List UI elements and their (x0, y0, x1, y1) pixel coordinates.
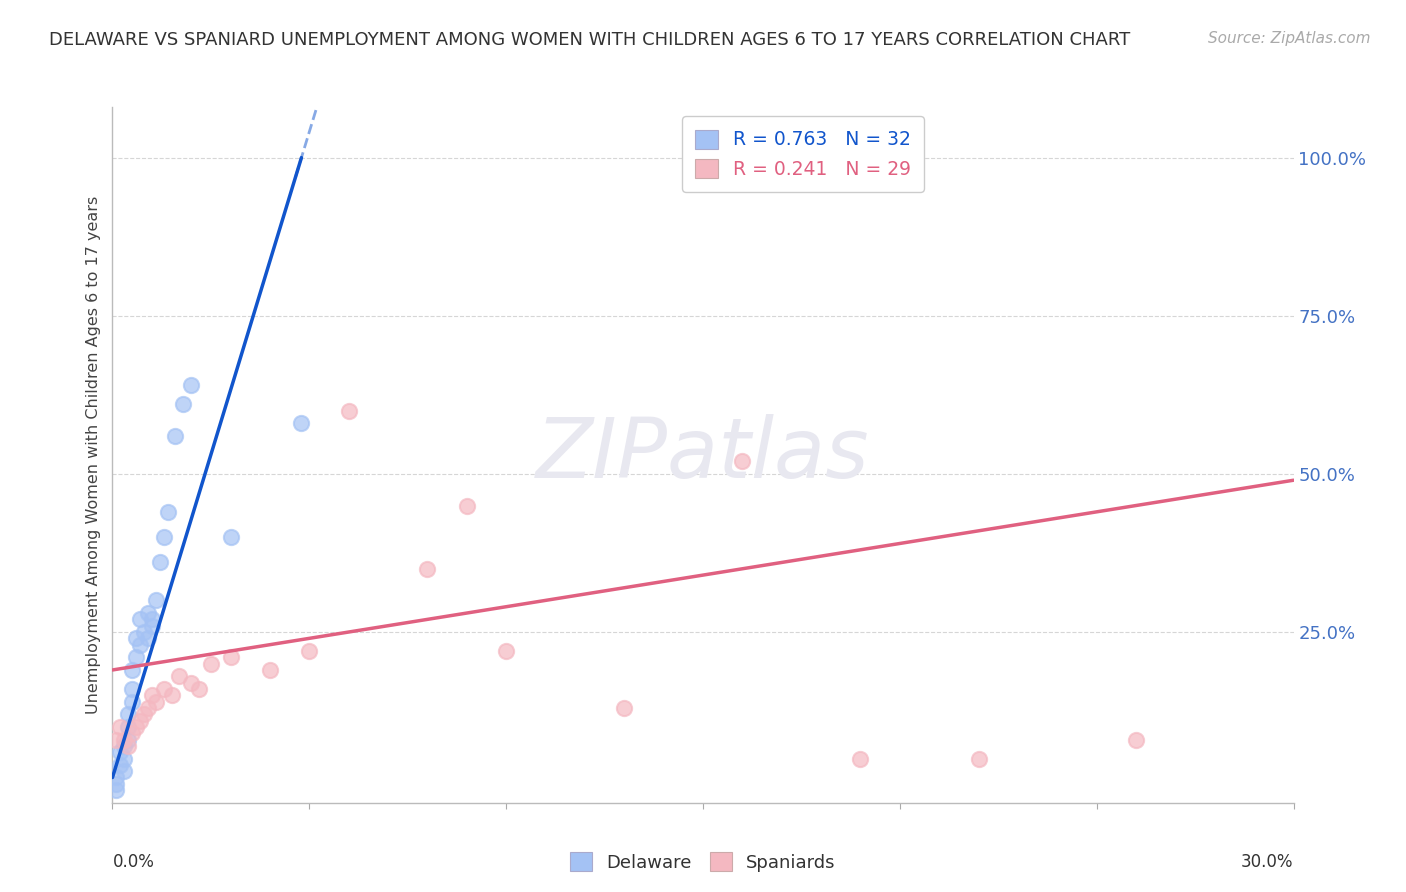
Point (152, 530, 174, 544)
Point (172, 397, 194, 411)
Point (129, 612, 152, 626)
Point (180, 675, 202, 690)
Point (188, 681, 211, 696)
Text: 30.0%: 30.0% (1241, 854, 1294, 871)
Point (1125, 732, 1147, 747)
Point (141, 688, 163, 702)
Point (219, 650, 242, 665)
Point (129, 714, 152, 728)
Text: DELAWARE VS SPANIARD UNEMPLOYMENT AMONG WOMEN WITH CHILDREN AGES 6 TO 17 YEARS C: DELAWARE VS SPANIARD UNEMPLOYMENT AMONG … (49, 31, 1130, 49)
Point (141, 618, 163, 632)
Point (200, 657, 222, 671)
Point (219, 530, 242, 544)
Point (125, 632, 148, 646)
Point (290, 417, 312, 431)
Point (132, 625, 155, 640)
Point (105, 777, 128, 791)
Point (298, 644, 321, 658)
Point (132, 707, 155, 722)
Point (145, 695, 167, 709)
Point (456, 499, 478, 513)
Point (125, 720, 148, 734)
Text: ZIPatlas: ZIPatlas (536, 415, 870, 495)
Point (112, 764, 135, 779)
Point (416, 562, 439, 576)
Y-axis label: Unemployment Among Women with Children Ages 6 to 17 years: Unemployment Among Women with Children A… (86, 196, 101, 714)
Point (613, 701, 636, 715)
Point (117, 707, 139, 722)
Point (259, 663, 281, 677)
Point (117, 720, 139, 734)
Point (121, 681, 143, 696)
Point (112, 732, 135, 747)
Point (136, 701, 159, 715)
Point (110, 745, 132, 759)
Point (967, 751, 990, 765)
Point (117, 739, 139, 753)
Point (117, 732, 139, 747)
Point (731, 454, 754, 468)
Point (125, 650, 148, 665)
Point (112, 751, 135, 765)
Point (136, 606, 159, 620)
Point (180, 378, 202, 392)
Point (849, 751, 872, 765)
Legend: Delaware, Spaniards: Delaware, Spaniards (558, 839, 848, 884)
Point (112, 739, 135, 753)
Point (141, 612, 163, 626)
Point (121, 726, 143, 740)
Point (105, 783, 128, 797)
Point (129, 638, 152, 652)
Point (110, 757, 132, 772)
Point (105, 771, 128, 785)
Point (105, 732, 128, 747)
Point (165, 429, 187, 443)
Text: Source: ZipAtlas.com: Source: ZipAtlas.com (1208, 31, 1371, 46)
Point (152, 681, 174, 696)
Text: 0.0%: 0.0% (112, 854, 155, 871)
Point (495, 644, 517, 658)
Point (149, 556, 172, 570)
Point (160, 688, 183, 702)
Point (121, 663, 143, 677)
Point (110, 720, 132, 734)
Point (337, 403, 360, 417)
Point (121, 695, 143, 709)
Point (169, 669, 191, 683)
Point (136, 632, 159, 646)
Point (156, 505, 179, 519)
Point (145, 593, 167, 607)
